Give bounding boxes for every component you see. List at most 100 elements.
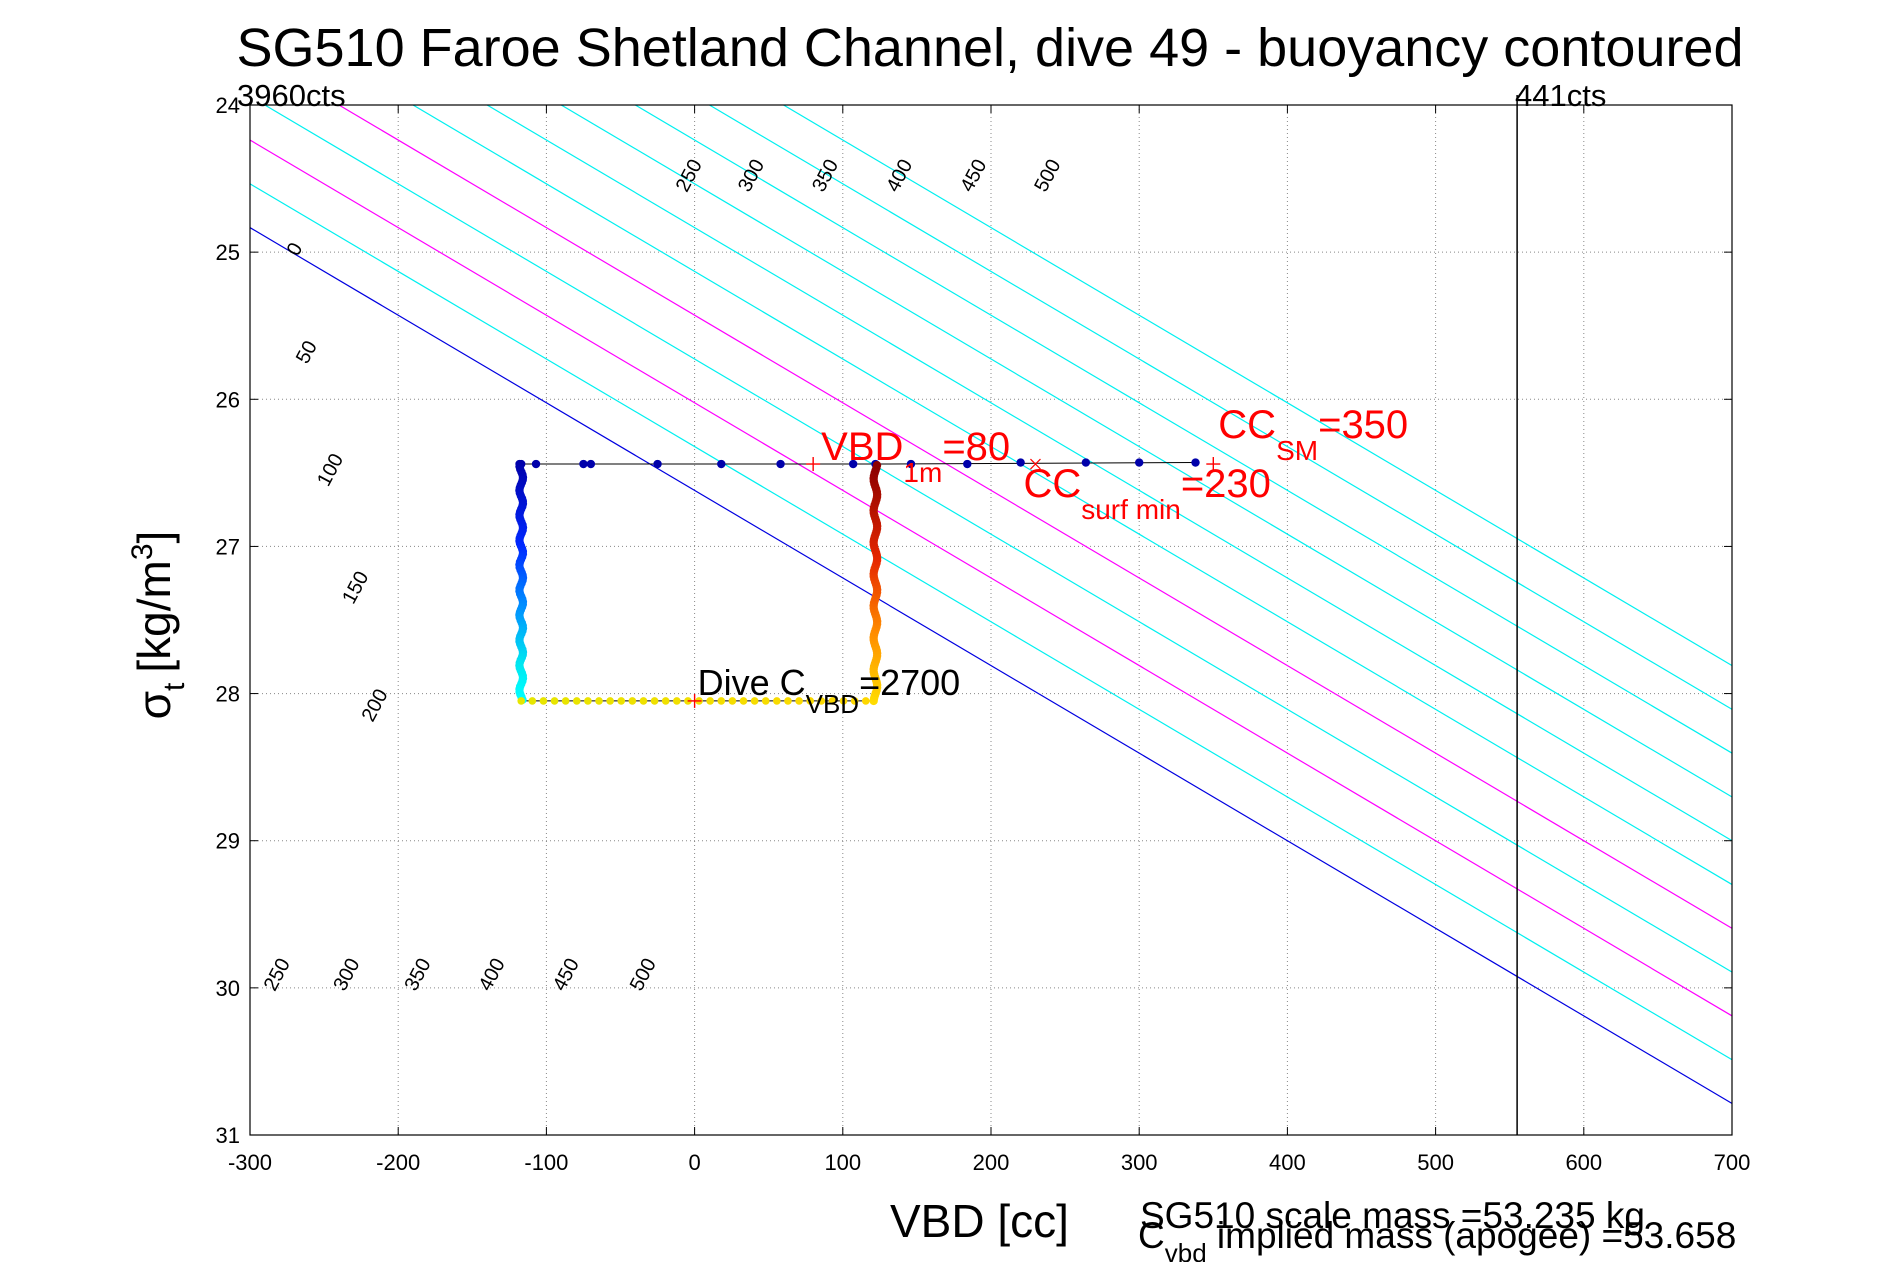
- y-tick-label: 29: [216, 829, 240, 854]
- x-tick-label: 200: [973, 1150, 1010, 1175]
- contour-line-350: [560, 105, 1732, 798]
- data-point: [1135, 458, 1144, 467]
- cc-surf-min-annotation-sub: surf min: [1081, 494, 1181, 525]
- y-axis-subscript: t: [158, 682, 191, 691]
- right-counts-label: 441cts: [1515, 78, 1606, 113]
- contour-labels: 0 50 100 150 200 250 300 350 400 450 500 250 300 350 4…: [260, 156, 1066, 995]
- contour-label: 0: [283, 239, 308, 259]
- scale-mass-label: SG510 scale mass =53.235 kg: [1140, 1195, 1645, 1236]
- cc-surf-min-annotation: CCsurf min=230: [1023, 462, 1270, 525]
- vbd-1m-annotation-main: VBD: [821, 425, 903, 469]
- data-point: [606, 697, 614, 705]
- contour-label: 300: [734, 156, 769, 196]
- data-point: [550, 697, 559, 705]
- contour-label: 450: [549, 955, 584, 995]
- y-tick-label: 28: [216, 682, 240, 707]
- data-point: [906, 459, 916, 469]
- x-tick-label: 700: [1714, 1150, 1751, 1175]
- data-point: [839, 697, 848, 705]
- implied-mass-rest: implied mass (apogee) =53.658: [1207, 1215, 1737, 1256]
- data-point: [1081, 458, 1091, 467]
- data-point: [776, 459, 785, 469]
- contour-label: 150: [338, 568, 373, 608]
- x-tick-label: -300: [228, 1150, 272, 1175]
- contour-line-100: [250, 139, 1732, 1017]
- data-point: [539, 697, 548, 705]
- data-point: [572, 697, 581, 705]
- cc-sm-annotation-main: CC: [1218, 403, 1276, 447]
- data-point: [517, 697, 526, 705]
- contour-label: 500: [1030, 156, 1065, 196]
- vbd-1m-annotation: VBD1m=80: [821, 425, 1010, 488]
- chart-title: SG510 Faroe Shetland Channel, dive 49 - …: [237, 18, 1744, 78]
- cc-sm-annotation-sub: SM: [1276, 435, 1318, 466]
- data-point: [628, 697, 637, 705]
- x-tick-label: 500: [1417, 1150, 1454, 1175]
- x-axis-label: VBD [cc]: [890, 1195, 1069, 1247]
- contour-label: 350: [401, 955, 436, 995]
- data-point: [586, 459, 596, 469]
- contour-label: 50: [292, 337, 322, 367]
- y-tick-label: 30: [216, 976, 240, 1001]
- data-point: [728, 697, 737, 705]
- data-point: [795, 697, 803, 705]
- y-tick-label: 24: [216, 93, 240, 118]
- data-point: [717, 459, 726, 469]
- footer-annotations: SG510 scale mass =53.235 kg Cvbd implied…: [1138, 1195, 1736, 1267]
- x-tick-label: 400: [1269, 1150, 1306, 1175]
- contour-label: 400: [475, 955, 510, 995]
- y-tick-label: 27: [216, 534, 240, 559]
- y-axis-unit-close: ]: [128, 531, 180, 544]
- data-point: [806, 697, 814, 705]
- contour-label: 300: [329, 955, 364, 995]
- data-point: [750, 697, 759, 705]
- contour-label: 450: [956, 156, 991, 196]
- implied-mass-label: Cvbd implied mass (apogee) =53.658: [1138, 1215, 1736, 1262]
- data-point: [673, 697, 681, 705]
- data-points: [515, 458, 1200, 706]
- contour-line-200: [338, 105, 1732, 929]
- data-point: [661, 697, 670, 705]
- x-tick-label: 0: [688, 1150, 700, 1175]
- contour-label: 200: [358, 686, 393, 726]
- y-axis-label: σt [kg/m3]: [126, 531, 191, 720]
- contour-label: 100: [313, 450, 348, 490]
- contour-label: 250: [672, 156, 707, 196]
- cc-surf-min-annotation-main: CC: [1023, 462, 1081, 506]
- axes: -300 -200 -100 0 100 200 300 400 500 600 700242526…: [216, 93, 1751, 1175]
- y-tick-label: 26: [216, 387, 240, 412]
- y-tick-label: 25: [216, 240, 240, 265]
- dive-cvbd-annotation-sub: VBD: [806, 689, 859, 719]
- data-point: [579, 459, 588, 469]
- contour-line-450: [709, 105, 1732, 711]
- contour-line-50: [250, 183, 1732, 1061]
- data-point: [584, 697, 592, 705]
- dive-cvbd-annotation-value: =2700: [859, 662, 960, 703]
- data-point: [1191, 458, 1200, 467]
- contour-line-0: [250, 226, 1732, 1105]
- cc-surf-min-annotation-value: =230: [1181, 462, 1271, 506]
- data-point: [963, 459, 972, 469]
- left-counts-label: 3960cts: [237, 78, 346, 113]
- dive-cvbd-annotation-main: Dive C: [698, 662, 806, 703]
- data-point: [595, 697, 603, 705]
- svg-text:σt[kg/m3]: σt [kg/m3]: [126, 531, 191, 720]
- data-point: [650, 697, 659, 705]
- y-axis-unit: [kg/m: [128, 560, 180, 672]
- x-tick-label: 600: [1565, 1150, 1602, 1175]
- data-point: [653, 459, 662, 469]
- cross-marker: [1030, 458, 1041, 470]
- vbd-1m-annotation-value: =80: [942, 425, 1010, 469]
- buoyancy-contours: [250, 105, 1732, 1105]
- data-point: [739, 697, 748, 705]
- data-point: [848, 459, 858, 469]
- y-axis-unit-sup: 3: [126, 543, 159, 560]
- data-point: [617, 697, 626, 705]
- contour-line-500: [783, 105, 1732, 667]
- data-point: [872, 461, 882, 470]
- data-point: [761, 697, 770, 705]
- contour-line-250: [412, 105, 1732, 886]
